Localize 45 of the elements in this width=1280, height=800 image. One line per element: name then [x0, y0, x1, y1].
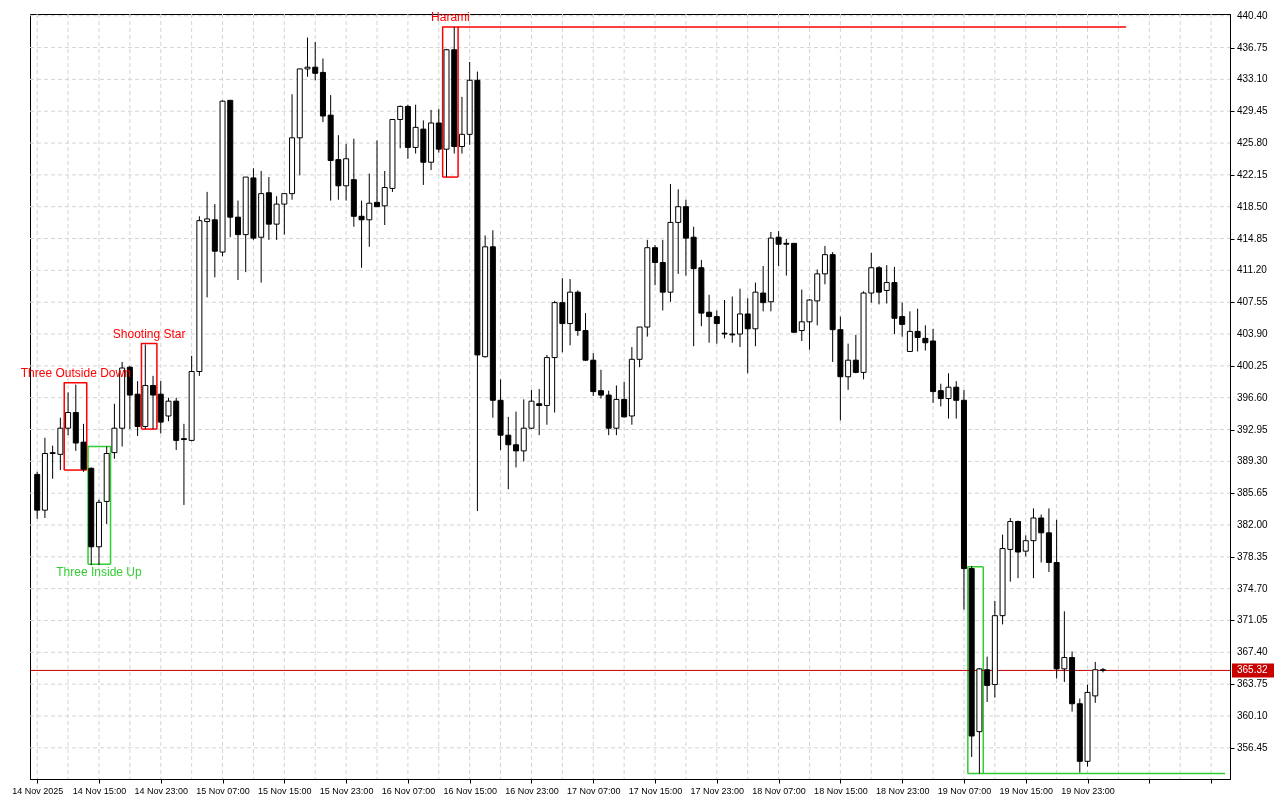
y-tick-label: 400.25 — [1237, 359, 1269, 371]
x-tick-label: 14 Nov 2025 — [12, 785, 64, 796]
x-tick-label: 17 Nov 07:00 — [566, 785, 621, 796]
y-tick-label: 403.90 — [1237, 328, 1269, 340]
y-tick-label: 411.20 — [1237, 264, 1268, 276]
y-tick-label: 389.30 — [1237, 455, 1269, 467]
x-tick-label: 18 Nov 23:00 — [875, 785, 930, 796]
y-tick-label: 433.10 — [1237, 73, 1269, 85]
y-tick-label: 356.45 — [1237, 741, 1269, 753]
x-tick-label: 19 Nov 07:00 — [937, 785, 992, 796]
x-tick-label: 15 Nov 23:00 — [319, 785, 374, 796]
y-tick-label: 425.80 — [1237, 137, 1269, 149]
x-tick-label: 17 Nov 23:00 — [690, 785, 745, 796]
y-tick-label: 371.05 — [1237, 614, 1269, 626]
x-tick-label: 16 Nov 23:00 — [505, 785, 559, 796]
y-tick-label: 360.10 — [1237, 709, 1269, 721]
ref-line-label: 365.32 — [1237, 664, 1269, 676]
annotation: Three Inside Up — [56, 565, 142, 580]
y-tick-label: 392.95 — [1237, 423, 1269, 435]
y-tick-label: 429.45 — [1237, 105, 1269, 117]
annotation: Shooting Star — [112, 326, 186, 341]
y-tick-label: 407.55 — [1237, 296, 1269, 308]
y-tick-label: 385.65 — [1237, 487, 1269, 499]
y-tick-label: 436.75 — [1237, 41, 1269, 53]
y-tick-label: 363.75 — [1237, 678, 1269, 690]
x-tick-label: 18 Nov 07:00 — [752, 785, 806, 796]
x-tick-label: 14 Nov 15:00 — [72, 785, 127, 796]
y-tick-label: 440.40 — [1237, 9, 1269, 21]
x-tick-label: 19 Nov 15:00 — [999, 785, 1054, 796]
y-tick-label: 382.00 — [1237, 518, 1269, 530]
x-tick-label: 15 Nov 07:00 — [196, 785, 250, 796]
y-tick-label: 396.60 — [1237, 391, 1269, 403]
x-tick-label: 16 Nov 07:00 — [381, 785, 436, 796]
x-tick-label: 16 Nov 15:00 — [443, 785, 497, 796]
y-tick-label: 374.70 — [1237, 582, 1269, 594]
y-tick-label: 414.85 — [1237, 232, 1269, 244]
x-tick-label: 18 Nov 15:00 — [814, 785, 868, 796]
y-tick-label: 422.15 — [1237, 168, 1269, 180]
y-tick-label: 367.40 — [1237, 646, 1269, 658]
x-tick-label: 15 Nov 15:00 — [258, 785, 312, 796]
x-tick-label: 14 Nov 23:00 — [134, 785, 189, 796]
y-tick-label: 378.35 — [1237, 550, 1269, 562]
y-tick-label: 418.50 — [1237, 200, 1269, 212]
x-tick-label: 17 Nov 15:00 — [628, 785, 683, 796]
x-tick-label: 19 Nov 23:00 — [1061, 785, 1115, 796]
